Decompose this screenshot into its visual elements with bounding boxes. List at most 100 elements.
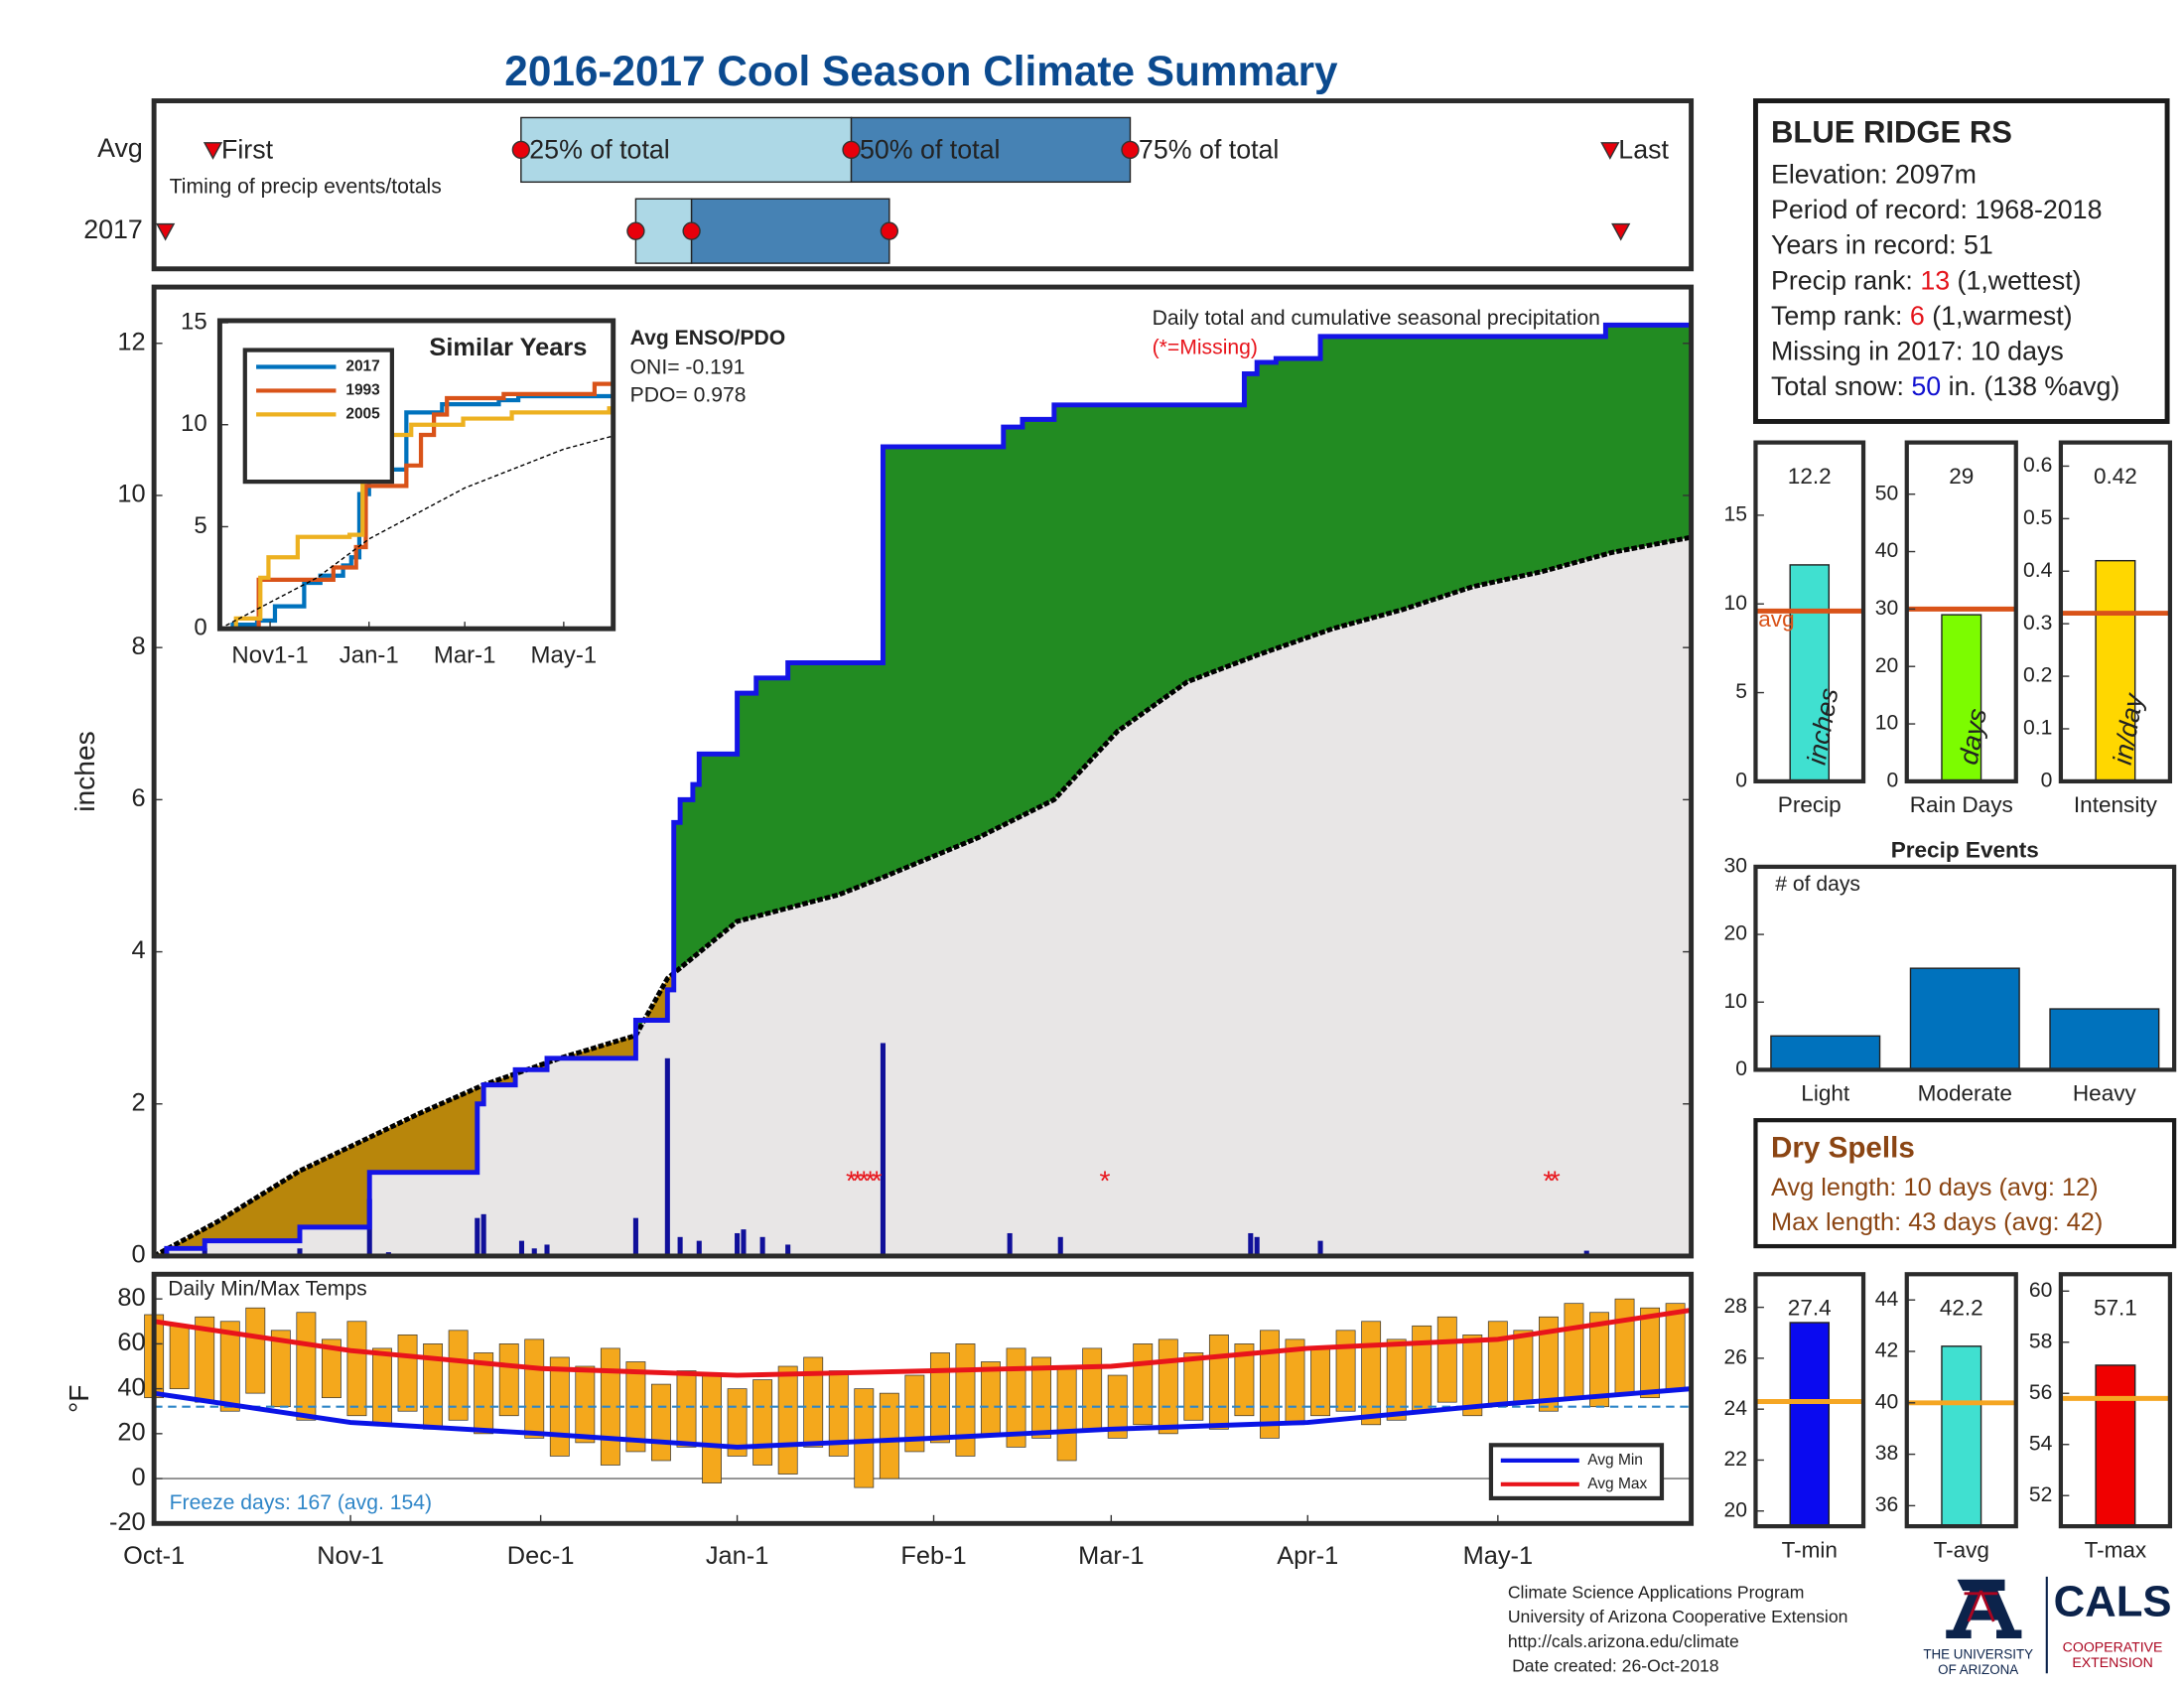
y-tick-label: 0 bbox=[1735, 769, 1747, 791]
daily-bar bbox=[475, 1217, 480, 1256]
y-tick-label: 20 bbox=[1723, 922, 1747, 945]
y-tick-label: 26 bbox=[1723, 1345, 1747, 1368]
missing-marker: * bbox=[1550, 1165, 1561, 1196]
y-tick-label: 40 bbox=[1875, 1390, 1899, 1413]
ua-logo bbox=[1946, 1576, 2048, 1674]
y-tick-label: 52 bbox=[2029, 1483, 2053, 1506]
daily-bar bbox=[632, 1217, 638, 1256]
marker-label: 75% of total bbox=[1139, 134, 1279, 164]
x-tick-label: Mar-1 bbox=[434, 642, 496, 669]
temp-range-bar bbox=[1031, 1356, 1052, 1439]
series-line bbox=[219, 379, 615, 632]
station-line: Period of record: 1968-2018 bbox=[1771, 195, 2103, 224]
x-tick-label: Mar-1 bbox=[1078, 1542, 1144, 1570]
legend-label: 2005 bbox=[345, 406, 380, 423]
temp-range-bar bbox=[1487, 1321, 1508, 1408]
y-tick-label: 10 bbox=[181, 410, 207, 437]
x-label: T-avg bbox=[1934, 1537, 1989, 1562]
panel-frame bbox=[151, 284, 1695, 1259]
daily-bar bbox=[1057, 1236, 1063, 1256]
temp-range-bar bbox=[1133, 1343, 1154, 1426]
x-label: Precip bbox=[1778, 792, 1842, 817]
station-text: Period of record: 1968-2018 bbox=[1771, 195, 2103, 224]
y-tick-label: 5 bbox=[194, 512, 206, 539]
temp-range-bar bbox=[651, 1383, 671, 1462]
station-text: (1,wettest) bbox=[1950, 265, 2081, 295]
station-text: Missing in 2017: 10 days bbox=[1771, 336, 2064, 365]
info-box bbox=[1752, 98, 2170, 424]
y-tick-label: 20 bbox=[117, 1419, 145, 1447]
y-tick-label: 0 bbox=[1887, 769, 1899, 791]
temp-range-bar bbox=[702, 1374, 722, 1483]
daily-bar bbox=[202, 1248, 207, 1256]
missing-marker: * bbox=[859, 1165, 870, 1196]
quartile-box bbox=[850, 116, 1132, 184]
value-label: 57.1 bbox=[2094, 1295, 2137, 1320]
station-text: Precip rank: bbox=[1771, 265, 1920, 295]
temp-range-bar bbox=[524, 1338, 545, 1439]
panel-frame bbox=[216, 318, 616, 632]
station-text: 50 bbox=[1911, 371, 1941, 401]
total-marker bbox=[880, 221, 899, 240]
y-tick-label: 0 bbox=[132, 1241, 146, 1269]
temp-range-bar bbox=[1361, 1321, 1382, 1426]
series-line bbox=[219, 435, 614, 630]
footer-line: Date created: 26-Oct-2018 bbox=[1512, 1656, 1719, 1676]
temp-range-bar bbox=[1513, 1330, 1534, 1403]
row-label: 2017 bbox=[83, 214, 143, 244]
daily-bar bbox=[544, 1244, 550, 1256]
avg-temp-line bbox=[153, 1308, 1692, 1378]
temp-range-bar bbox=[1260, 1330, 1280, 1439]
y-tick-label: 36 bbox=[1875, 1493, 1899, 1516]
temp-range-bar bbox=[1640, 1307, 1661, 1399]
missing-marker: * bbox=[846, 1165, 857, 1196]
total-marker bbox=[1121, 140, 1140, 160]
station-text: Total snow: bbox=[1771, 371, 1911, 401]
value-label: 27.4 bbox=[1788, 1295, 1832, 1320]
chart-subtitle: # of days bbox=[1775, 873, 1860, 896]
missing-marker: * bbox=[852, 1165, 863, 1196]
temp-range-bar bbox=[219, 1321, 240, 1412]
bar bbox=[1789, 564, 1831, 782]
station-text: Elevation: 2097m bbox=[1771, 160, 1977, 190]
y-tick-label: 58 bbox=[2029, 1330, 2053, 1352]
temp-range-bar bbox=[727, 1388, 748, 1457]
y-tick-label: 30 bbox=[1723, 855, 1747, 878]
y-tick-label: 30 bbox=[1875, 597, 1899, 620]
timeline-note: Timing of precip events/totals bbox=[170, 176, 442, 199]
x-label: Intensity bbox=[2074, 792, 2158, 817]
temp-range-bar bbox=[169, 1325, 190, 1389]
temp-range-bar bbox=[474, 1352, 494, 1435]
enso-line: ONI= -0.191 bbox=[630, 355, 746, 378]
y-tick-label: 0.1 bbox=[2023, 717, 2052, 740]
footer-line: Climate Science Applications Program bbox=[1508, 1582, 1805, 1602]
temp-range-bar bbox=[1538, 1316, 1559, 1412]
y-tick-label: 0 bbox=[132, 1464, 146, 1491]
panel-frame bbox=[1904, 440, 2018, 784]
value-label: 12.2 bbox=[1788, 464, 1832, 489]
total-marker bbox=[626, 221, 645, 240]
temp-range-bar bbox=[346, 1321, 367, 1417]
temp-range-bar bbox=[1386, 1338, 1407, 1421]
daily-bar bbox=[297, 1248, 303, 1256]
daily-bar bbox=[1007, 1232, 1013, 1256]
annotation: Daily total and cumulative seasonal prec… bbox=[1153, 307, 1600, 330]
extension-name: COOPERATIVE bbox=[2063, 1639, 2163, 1655]
y-tick-label: 60 bbox=[2029, 1279, 2053, 1302]
temp-range-bar bbox=[904, 1374, 925, 1453]
panel-frame bbox=[1753, 1272, 1866, 1529]
y-tick-label: 10 bbox=[1723, 592, 1747, 615]
y-tick-label: -20 bbox=[109, 1508, 146, 1536]
common-area bbox=[154, 537, 1692, 1256]
temp-range-bar bbox=[1614, 1298, 1635, 1394]
missing-marker: * bbox=[1099, 1165, 1110, 1196]
daily-bar bbox=[1583, 1250, 1589, 1256]
y-tick-label: 0 bbox=[194, 615, 206, 641]
daily-bar bbox=[741, 1229, 747, 1256]
daily-bar bbox=[880, 1043, 886, 1256]
temp-range-bar bbox=[1665, 1303, 1686, 1389]
station-text: in. (138 %avg) bbox=[1941, 371, 2119, 401]
y-tick-label: 0 bbox=[1735, 1057, 1747, 1080]
y-tick-label: 0.6 bbox=[2023, 454, 2052, 477]
